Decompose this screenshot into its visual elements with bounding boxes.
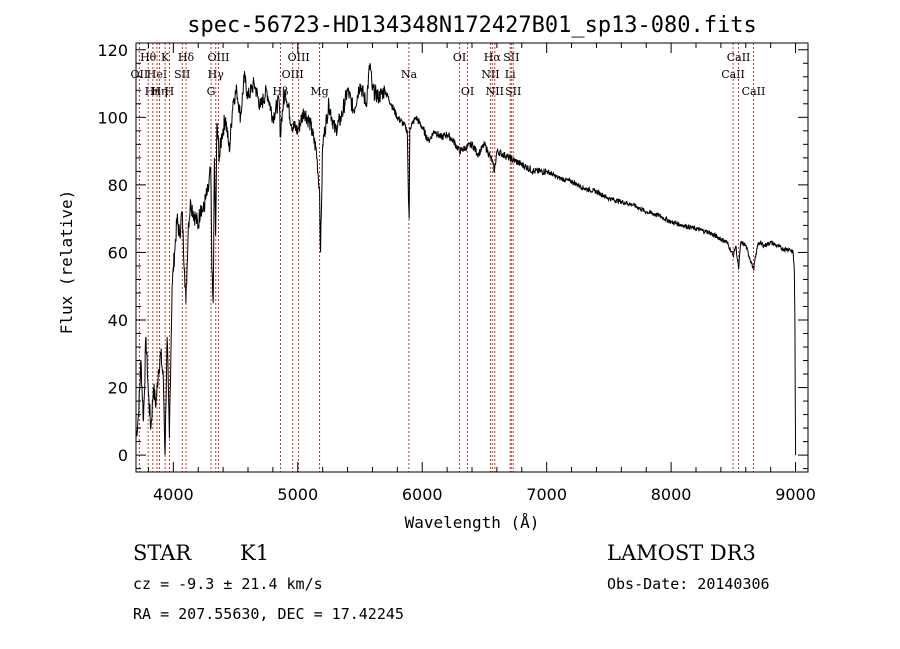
object-class: STAR [133, 541, 192, 565]
y-tick-label: 120 [97, 41, 128, 60]
line-marker-label: SII [174, 68, 190, 81]
x-tick-label: 6000 [402, 485, 443, 504]
line-marker-label: SII [505, 85, 521, 98]
x-tick-label: 4000 [153, 485, 194, 504]
plot-area: OIIHθHηHeIHηKHSIIHδGHγOIIIHβOIIIOIIIMgNa… [97, 41, 815, 504]
obs-date: Obs-Date: 20140306 [607, 575, 770, 593]
line-marker-label: Mg [310, 85, 328, 98]
line-marker-label: HeI [147, 68, 167, 81]
line-marker-label: CaII [742, 85, 766, 98]
y-tick-label: 20 [108, 379, 128, 398]
x-tick-label: 9000 [775, 485, 816, 504]
spectral-subclass: K1 [240, 541, 269, 565]
line-marker-label: CaII [727, 51, 751, 64]
line-marker-label: OI [461, 85, 474, 98]
line-marker-label: OIII [282, 68, 304, 81]
line-marker-label: Hθ [140, 51, 157, 64]
velocity-readout: cz = -9.3 ± 21.4 km/s [133, 575, 323, 593]
line-marker-label: Hα [484, 51, 502, 64]
line-marker-label: OIII [207, 51, 229, 64]
line-marker-label: Hη [151, 85, 167, 98]
y-tick-label: 0 [118, 446, 128, 465]
line-marker-label: H [165, 85, 175, 98]
survey-name: LAMOST DR3 [607, 541, 756, 565]
y-tick-label: 80 [108, 176, 128, 195]
x-tick-label: 5000 [277, 485, 318, 504]
line-marker-label: OII [131, 68, 149, 81]
line-marker-label: OI [453, 51, 466, 64]
plot-frame [135, 42, 809, 473]
x-tick-label: 8000 [651, 485, 692, 504]
x-axis-title: Wavelength (Å) [405, 513, 540, 532]
y-tick-label: 100 [97, 108, 128, 127]
line-marker-label: NII [481, 68, 499, 81]
line-marker-label: Hβ [273, 85, 289, 98]
line-marker-label: Na [401, 68, 418, 81]
line-marker-label: NII [486, 85, 504, 98]
spectrum-line [135, 63, 797, 456]
line-marker-label: K [161, 51, 170, 64]
line-marker-label: CaII [721, 68, 745, 81]
x-tick-label: 7000 [526, 485, 567, 504]
line-marker-label: G [207, 85, 216, 98]
coordinates: RA = 207.55630, DEC = 17.42245 [133, 605, 404, 623]
line-marker-label: SII [503, 51, 519, 64]
line-marker-label: Li [505, 68, 516, 81]
line-marker-label: Hγ [208, 68, 225, 81]
chart-title: spec-56723-HD134348N172427B01_sp13-080.f… [187, 13, 757, 38]
y-tick-label: 40 [108, 311, 128, 330]
line-marker-label: OIII [288, 51, 310, 64]
y-axis-title: Flux (relative) [57, 190, 76, 335]
y-tick-label: 60 [108, 243, 128, 262]
line-marker-label: Hδ [178, 51, 195, 64]
